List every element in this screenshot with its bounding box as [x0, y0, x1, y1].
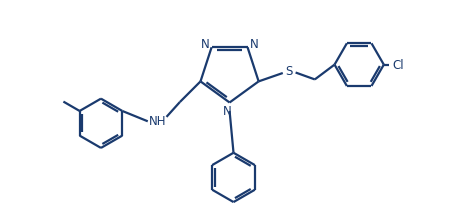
Text: N: N: [201, 38, 210, 50]
Text: N: N: [250, 38, 258, 50]
Text: Cl: Cl: [393, 59, 404, 72]
Text: NH: NH: [149, 115, 166, 128]
Text: N: N: [223, 104, 232, 117]
Text: S: S: [286, 65, 293, 78]
